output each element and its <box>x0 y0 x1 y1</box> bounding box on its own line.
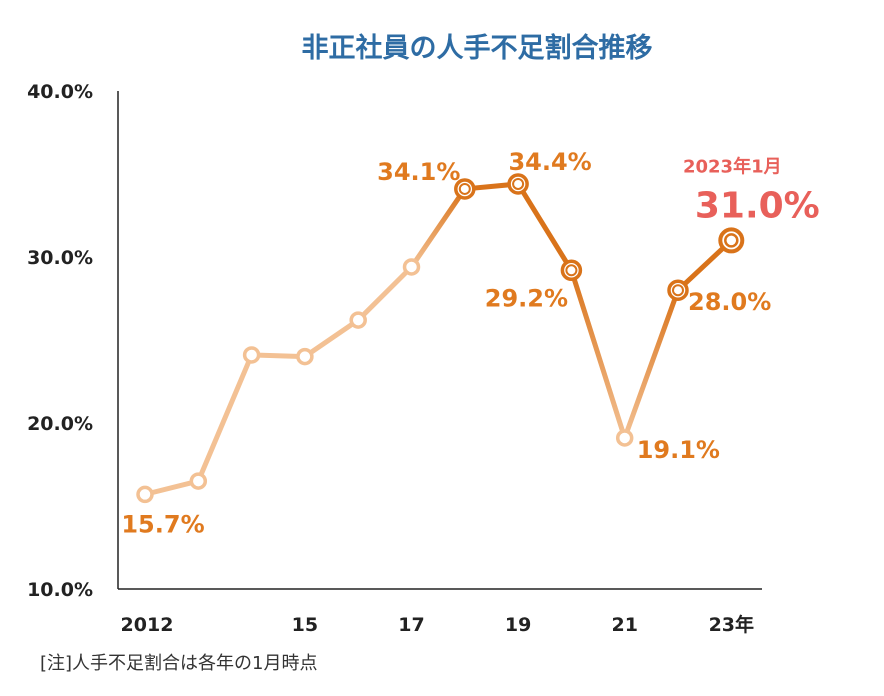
x-tick-label: 2012 <box>121 614 174 636</box>
axes <box>117 91 762 590</box>
data-label: 34.4% <box>508 148 591 176</box>
x-tick-label: 15 <box>292 614 318 636</box>
data-point-inner <box>724 233 739 248</box>
x-tick-label: 17 <box>398 614 424 636</box>
x-tick-labels: 2012 15 17 19 21 23年 <box>121 613 754 636</box>
line-segment <box>249 352 308 360</box>
data-point <box>242 346 261 364</box>
line-segment <box>302 317 361 360</box>
line-segment <box>142 478 201 497</box>
data-labels: 15.7% 34.1% 34.4% 29.2% 19.1% 28.0% 31.0% 2023年… <box>121 148 819 538</box>
data-label: 19.1% <box>637 436 720 464</box>
data-point <box>615 429 634 447</box>
y-tick-label: 40.0% <box>27 81 93 103</box>
data-point-inner <box>672 284 684 297</box>
data-label: 28.0% <box>688 288 771 316</box>
data-point-inner <box>458 182 471 195</box>
x-tick-label: 23年 <box>709 613 754 636</box>
y-tick-label: 30.0% <box>27 247 93 269</box>
y-tick-label: 20.0% <box>27 413 93 435</box>
line-segment <box>355 264 414 323</box>
data-sublabel: 2023年1月 <box>683 155 782 177</box>
data-point <box>349 311 367 329</box>
data-label: 34.1% <box>377 158 460 186</box>
data-point <box>402 258 421 276</box>
line-segment <box>568 267 628 441</box>
data-point <box>189 472 208 490</box>
data-point-inner <box>565 264 578 277</box>
line-segment <box>409 186 468 270</box>
line-segment <box>622 287 681 441</box>
data-label: 29.2% <box>485 284 568 312</box>
chart-title: 非正社員の人手不足割合推移 <box>302 32 653 64</box>
x-tick-label: 21 <box>611 614 637 636</box>
line-segment <box>515 181 574 273</box>
x-tick-label: 19 <box>505 614 531 636</box>
data-label: 15.7% <box>121 510 204 538</box>
y-tick-labels: 40.0% 30.0% 20.0% 10.0% <box>27 81 93 601</box>
y-tick-label: 10.0% <box>27 579 93 601</box>
data-point <box>296 347 314 366</box>
line-segment <box>195 352 255 484</box>
chart-note: [注]人手不足割合は各年の1月時点 <box>40 653 318 674</box>
data-label: 31.0% <box>695 185 820 226</box>
data-point <box>136 485 154 504</box>
series-points <box>136 173 745 504</box>
data-point-inner <box>512 177 525 190</box>
